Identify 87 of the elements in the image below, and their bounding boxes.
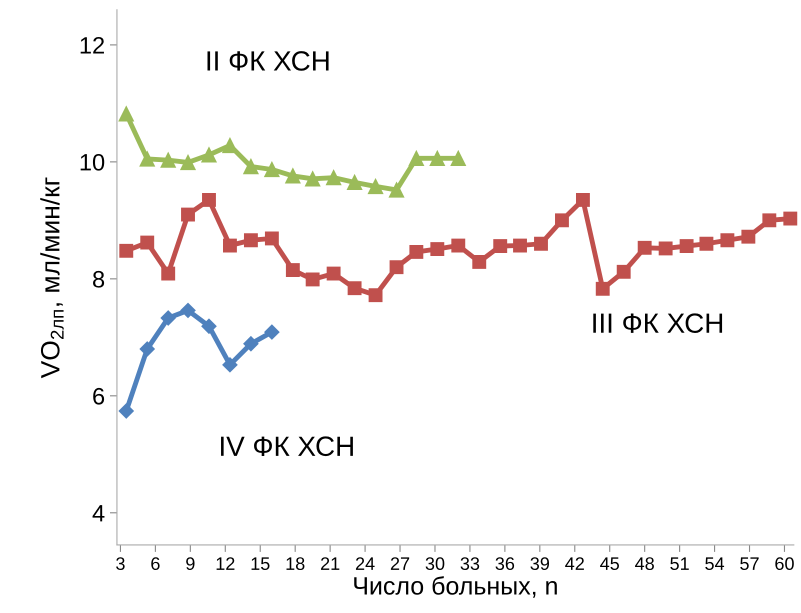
point <box>430 150 445 166</box>
x-tick-label: 57 <box>740 557 759 570</box>
point <box>534 236 548 251</box>
point <box>243 158 259 174</box>
y-tick-label: 10 <box>80 154 104 171</box>
point <box>140 341 155 357</box>
point <box>180 154 196 170</box>
point <box>741 230 756 244</box>
x-tick-label: 54 <box>705 557 724 570</box>
point <box>181 208 195 222</box>
point <box>658 241 673 256</box>
x-tick-label: 18 <box>286 557 304 570</box>
y-tick-label: 4 <box>92 505 104 522</box>
point <box>699 236 714 251</box>
point <box>409 244 424 259</box>
x-tick-label: 39 <box>530 557 550 570</box>
x-tick-label: 21 <box>321 557 340 570</box>
point <box>720 233 734 248</box>
point <box>348 281 362 296</box>
point <box>346 174 362 190</box>
point <box>408 150 424 166</box>
point <box>472 254 486 269</box>
point <box>119 244 134 258</box>
point <box>450 150 466 166</box>
point <box>368 288 383 302</box>
point <box>201 318 217 334</box>
point <box>762 213 776 228</box>
point <box>596 282 610 296</box>
x-tick-label: 15 <box>252 557 270 570</box>
point <box>390 260 404 274</box>
point <box>326 266 341 281</box>
point <box>680 239 694 254</box>
point <box>388 182 404 198</box>
text: II ФК ХСН <box>208 51 329 71</box>
point <box>160 310 176 326</box>
point <box>202 192 216 207</box>
point <box>180 302 196 318</box>
point <box>118 403 134 419</box>
point <box>326 170 342 186</box>
x-tick-label: 51 <box>670 557 689 570</box>
point <box>451 238 466 252</box>
point <box>783 212 798 226</box>
y-tick-label: 6 <box>93 388 104 405</box>
point <box>576 192 590 207</box>
x-tick-label: 24 <box>356 557 375 570</box>
point <box>264 162 280 178</box>
point <box>140 151 155 167</box>
point <box>140 236 154 250</box>
point <box>222 357 238 372</box>
point <box>616 264 631 279</box>
x-tick-label: 36 <box>496 557 514 570</box>
point <box>160 152 176 168</box>
y-tick-label: 8 <box>93 270 104 288</box>
y-axis-title: VO$_{2лп}$, мл/мин/кг <box>40 177 64 378</box>
text: IV ФК ХСН <box>221 436 353 456</box>
x-tick-label: 33 <box>460 557 480 570</box>
point <box>513 238 527 252</box>
series-label: III ФК ХСН <box>593 313 722 334</box>
point <box>118 106 134 122</box>
point <box>493 239 508 254</box>
point <box>638 240 652 255</box>
point <box>285 168 300 184</box>
x-tick-label: 12 <box>216 557 234 570</box>
x-tick-label: 60 <box>775 557 794 570</box>
x-tick-label: 42 <box>565 557 584 570</box>
point <box>243 336 258 352</box>
point <box>555 213 569 228</box>
point <box>430 242 444 256</box>
x-axis-title: Число больных, n <box>354 576 557 598</box>
x-tick-label: 30 <box>426 557 444 570</box>
x-tick-label: 3 <box>116 557 125 570</box>
point <box>201 147 217 162</box>
point <box>161 266 176 281</box>
point <box>306 272 320 286</box>
x-tick-label: 6 <box>151 557 160 570</box>
point <box>264 232 279 246</box>
point <box>305 171 320 186</box>
point <box>244 233 258 248</box>
point <box>223 238 237 252</box>
point <box>368 178 384 194</box>
x-tick-label: 27 <box>390 557 410 570</box>
x-tick-label: 45 <box>600 557 620 570</box>
point <box>264 324 280 340</box>
point <box>286 263 300 278</box>
x-tick-label: 48 <box>635 557 654 570</box>
x-tick-label: 9 <box>186 557 195 570</box>
y-tick-label: 12 <box>80 36 104 54</box>
